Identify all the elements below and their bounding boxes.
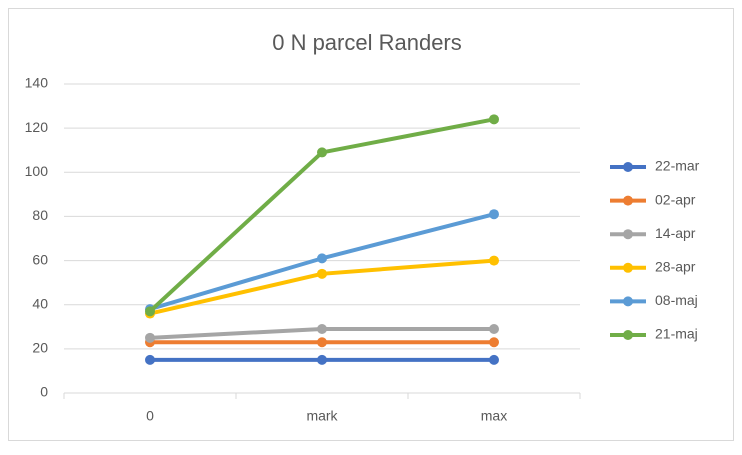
data-point [489,354,499,365]
legend-marker [623,296,633,307]
legend-label: 08-maj [655,292,698,308]
legend-marker [623,195,633,206]
data-point [145,306,155,317]
data-point [489,209,499,220]
data-point [317,337,327,348]
legend-label: 22-mar [655,158,700,174]
legend-label: 28-apr [655,259,696,275]
y-tick-label: 0 [40,384,48,400]
y-tick-label: 40 [32,295,48,311]
y-tick-label: 100 [25,163,49,179]
y-tick-label: 20 [32,340,48,356]
data-point [317,147,327,158]
legend-marker [623,229,633,240]
x-tick-label: mark [306,408,338,424]
chart-title: 0 N parcel Randers [272,30,462,55]
data-point [317,253,327,264]
legend-marker [623,262,633,273]
legend-label: 21-maj [655,326,698,342]
data-point [489,323,499,334]
data-point [317,354,327,365]
data-point [317,323,327,334]
y-tick-label: 60 [32,251,48,267]
y-tick-label: 120 [25,119,49,135]
legend-label: 14-apr [655,225,696,241]
data-point [489,255,499,266]
legend-marker [623,162,633,172]
data-point [489,114,499,125]
data-point [145,332,155,343]
x-tick-label: 0 [146,408,154,424]
legend-label: 02-apr [655,191,696,207]
legend-marker [623,330,633,340]
data-point [317,268,327,279]
data-point [489,337,499,348]
data-point [145,354,155,365]
y-tick-label: 80 [32,207,48,223]
y-tick-label: 140 [25,75,49,91]
chart-frame [8,8,734,441]
x-tick-label: max [481,408,507,424]
